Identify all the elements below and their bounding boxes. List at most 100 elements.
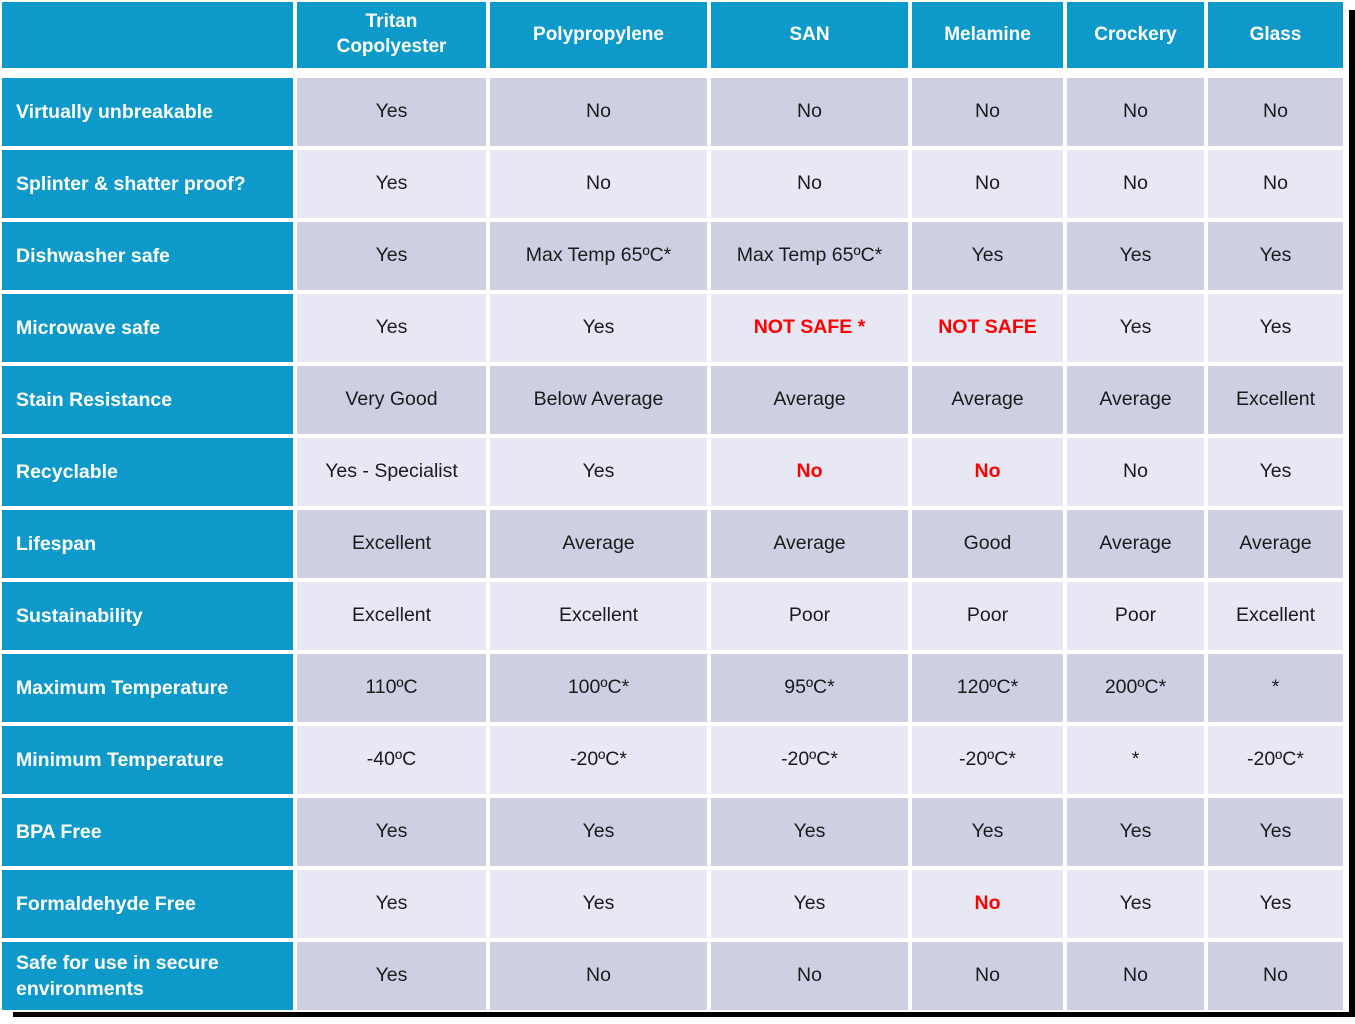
cell-lifespan-crockery: Average xyxy=(1067,510,1204,578)
row-label-splinter-shatter-proof: Splinter & shatter proof? xyxy=(2,150,293,218)
cell-dishwasher-safe-glass: Yes xyxy=(1208,222,1343,290)
cell-lifespan-melamine: Good xyxy=(912,510,1063,578)
cell-splinter-shatter-proof-glass: No xyxy=(1208,150,1343,218)
cell-maximum-temperature-polypropylene: 100ºC* xyxy=(490,654,707,722)
cell-dishwasher-safe-melamine: Yes xyxy=(912,222,1063,290)
column-header-glass: Glass xyxy=(1208,2,1343,68)
cell-virtually-unbreakable-tritan-copolyester: Yes xyxy=(297,78,486,146)
cell-virtually-unbreakable-crockery: No xyxy=(1067,78,1204,146)
cell-sustainability-san: Poor xyxy=(711,582,908,650)
cell-maximum-temperature-melamine: 120ºC* xyxy=(912,654,1063,722)
row-label-lifespan: Lifespan xyxy=(2,510,293,578)
cell-formaldehyde-free-crockery: Yes xyxy=(1067,870,1204,938)
cell-dishwasher-safe-crockery: Yes xyxy=(1067,222,1204,290)
cell-lifespan-tritan-copolyester: Excellent xyxy=(297,510,486,578)
cell-stain-resistance-san: Average xyxy=(711,366,908,434)
row-label-stain-resistance: Stain Resistance xyxy=(2,366,293,434)
row-label-dishwasher-safe: Dishwasher safe xyxy=(2,222,293,290)
cell-dishwasher-safe-tritan-copolyester: Yes xyxy=(297,222,486,290)
cell-virtually-unbreakable-san: No xyxy=(711,78,908,146)
column-header-crockery: Crockery xyxy=(1067,2,1204,68)
cell-safe-for-use-in-secure-environments-melamine: No xyxy=(912,942,1063,1010)
cell-microwave-safe-san: NOT SAFE * xyxy=(711,294,908,362)
cell-safe-for-use-in-secure-environments-san: No xyxy=(711,942,908,1010)
cell-splinter-shatter-proof-tritan-copolyester: Yes xyxy=(297,150,486,218)
cell-lifespan-polypropylene: Average xyxy=(490,510,707,578)
cell-recyclable-glass: Yes xyxy=(1208,438,1343,506)
cell-formaldehyde-free-melamine: No xyxy=(912,870,1063,938)
cell-minimum-temperature-san: -20ºC* xyxy=(711,726,908,794)
cell-safe-for-use-in-secure-environments-crockery: No xyxy=(1067,942,1204,1010)
cell-recyclable-tritan-copolyester: Yes - Specialist xyxy=(297,438,486,506)
cell-stain-resistance-crockery: Average xyxy=(1067,366,1204,434)
row-label-bpa-free: BPA Free xyxy=(2,798,293,866)
row-label-formaldehyde-free: Formaldehyde Free xyxy=(2,870,293,938)
cell-sustainability-glass: Excellent xyxy=(1208,582,1343,650)
cell-bpa-free-crockery: Yes xyxy=(1067,798,1204,866)
cell-microwave-safe-crockery: Yes xyxy=(1067,294,1204,362)
column-header-melamine: Melamine xyxy=(912,2,1063,68)
cell-splinter-shatter-proof-melamine: No xyxy=(912,150,1063,218)
cell-sustainability-melamine: Poor xyxy=(912,582,1063,650)
cell-bpa-free-tritan-copolyester: Yes xyxy=(297,798,486,866)
cell-splinter-shatter-proof-polypropylene: No xyxy=(490,150,707,218)
cell-dishwasher-safe-san: Max Temp 65ºC* xyxy=(711,222,908,290)
row-label-sustainability: Sustainability xyxy=(2,582,293,650)
cell-recyclable-crockery: No xyxy=(1067,438,1204,506)
cell-bpa-free-melamine: Yes xyxy=(912,798,1063,866)
cell-formaldehyde-free-san: Yes xyxy=(711,870,908,938)
cell-safe-for-use-in-secure-environments-polypropylene: No xyxy=(490,942,707,1010)
cell-maximum-temperature-tritan-copolyester: 110ºC xyxy=(297,654,486,722)
column-header-tritan-copolyester: Tritan Copolyester xyxy=(297,2,486,68)
cell-maximum-temperature-crockery: 200ºC* xyxy=(1067,654,1204,722)
cell-recyclable-polypropylene: Yes xyxy=(490,438,707,506)
row-label-safe-for-use-in-secure-environments: Safe for use in secure environments xyxy=(2,942,293,1010)
row-label-microwave-safe: Microwave safe xyxy=(2,294,293,362)
table-shadow-bottom xyxy=(13,1012,1355,1017)
column-header-polypropylene: Polypropylene xyxy=(490,2,707,68)
cell-bpa-free-polypropylene: Yes xyxy=(490,798,707,866)
cell-stain-resistance-tritan-copolyester: Very Good xyxy=(297,366,486,434)
cell-bpa-free-glass: Yes xyxy=(1208,798,1343,866)
cell-splinter-shatter-proof-san: No xyxy=(711,150,908,218)
materials-comparison-table: Tritan Copolyester Polypropylene SAN Melami… xyxy=(2,2,1343,1010)
corner-cell xyxy=(2,2,293,68)
cell-lifespan-san: Average xyxy=(711,510,908,578)
cell-maximum-temperature-glass: * xyxy=(1208,654,1343,722)
cell-dishwasher-safe-polypropylene: Max Temp 65ºC* xyxy=(490,222,707,290)
cell-stain-resistance-polypropylene: Below Average xyxy=(490,366,707,434)
cell-microwave-safe-tritan-copolyester: Yes xyxy=(297,294,486,362)
cell-minimum-temperature-glass: -20ºC* xyxy=(1208,726,1343,794)
cell-recyclable-san: No xyxy=(711,438,908,506)
cell-stain-resistance-melamine: Average xyxy=(912,366,1063,434)
cell-minimum-temperature-polypropylene: -20ºC* xyxy=(490,726,707,794)
cell-formaldehyde-free-glass: Yes xyxy=(1208,870,1343,938)
cell-virtually-unbreakable-glass: No xyxy=(1208,78,1343,146)
cell-recyclable-melamine: No xyxy=(912,438,1063,506)
cell-safe-for-use-in-secure-environments-tritan-copolyester: Yes xyxy=(297,942,486,1010)
cell-maximum-temperature-san: 95ºC* xyxy=(711,654,908,722)
cell-formaldehyde-free-polypropylene: Yes xyxy=(490,870,707,938)
cell-stain-resistance-glass: Excellent xyxy=(1208,366,1343,434)
cell-bpa-free-san: Yes xyxy=(711,798,908,866)
cell-microwave-safe-polypropylene: Yes xyxy=(490,294,707,362)
cell-virtually-unbreakable-polypropylene: No xyxy=(490,78,707,146)
table-shadow-right xyxy=(1349,10,1355,1017)
cell-microwave-safe-glass: Yes xyxy=(1208,294,1343,362)
row-label-virtually-unbreakable: Virtually unbreakable xyxy=(2,78,293,146)
row-label-maximum-temperature: Maximum Temperature xyxy=(2,654,293,722)
cell-sustainability-crockery: Poor xyxy=(1067,582,1204,650)
cell-safe-for-use-in-secure-environments-glass: No xyxy=(1208,942,1343,1010)
cell-lifespan-glass: Average xyxy=(1208,510,1343,578)
cell-splinter-shatter-proof-crockery: No xyxy=(1067,150,1204,218)
cell-microwave-safe-melamine: NOT SAFE xyxy=(912,294,1063,362)
column-header-san: SAN xyxy=(711,2,908,68)
cell-minimum-temperature-melamine: -20ºC* xyxy=(912,726,1063,794)
row-label-recyclable: Recyclable xyxy=(2,438,293,506)
cell-virtually-unbreakable-melamine: No xyxy=(912,78,1063,146)
cell-sustainability-tritan-copolyester: Excellent xyxy=(297,582,486,650)
header-gap xyxy=(2,72,1343,74)
row-label-minimum-temperature: Minimum Temperature xyxy=(2,726,293,794)
cell-minimum-temperature-tritan-copolyester: -40ºC xyxy=(297,726,486,794)
